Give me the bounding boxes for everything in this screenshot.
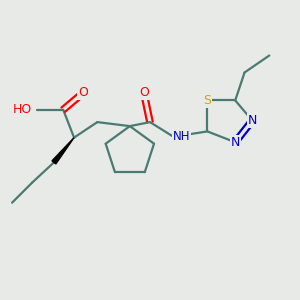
Text: N: N bbox=[230, 136, 240, 149]
Text: S: S bbox=[203, 94, 211, 107]
Text: N: N bbox=[248, 114, 257, 127]
Polygon shape bbox=[52, 138, 74, 164]
Text: HO: HO bbox=[13, 103, 32, 116]
Text: NH: NH bbox=[173, 130, 190, 142]
Text: O: O bbox=[78, 86, 88, 99]
Text: O: O bbox=[139, 86, 149, 99]
